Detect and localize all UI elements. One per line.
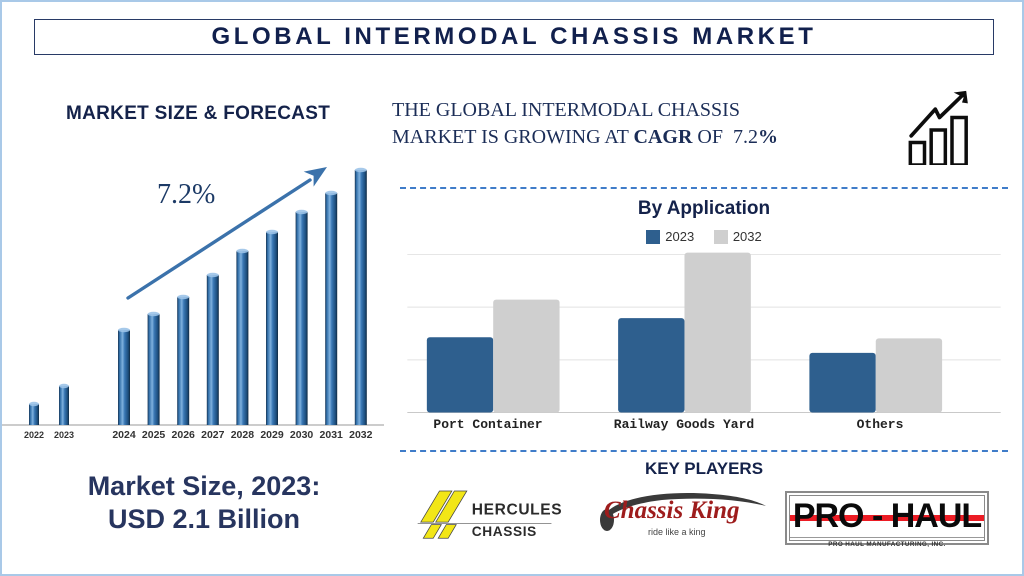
- svg-text:2028: 2028: [231, 429, 255, 441]
- svg-text:2032: 2032: [349, 429, 373, 441]
- svg-text:2031: 2031: [320, 429, 344, 441]
- svg-text:2030: 2030: [290, 429, 314, 441]
- svg-text:2025: 2025: [142, 429, 166, 441]
- svg-text:2029: 2029: [260, 429, 284, 441]
- svg-text:2024: 2024: [112, 429, 136, 441]
- svg-text:2022: 2022: [24, 430, 44, 440]
- svg-text:CHASSIS: CHASSIS: [472, 524, 537, 539]
- svg-text:HERCULES: HERCULES: [472, 502, 563, 519]
- svg-text:2023: 2023: [54, 430, 74, 440]
- svg-text:2027: 2027: [201, 429, 225, 441]
- svg-text:2026: 2026: [172, 429, 196, 441]
